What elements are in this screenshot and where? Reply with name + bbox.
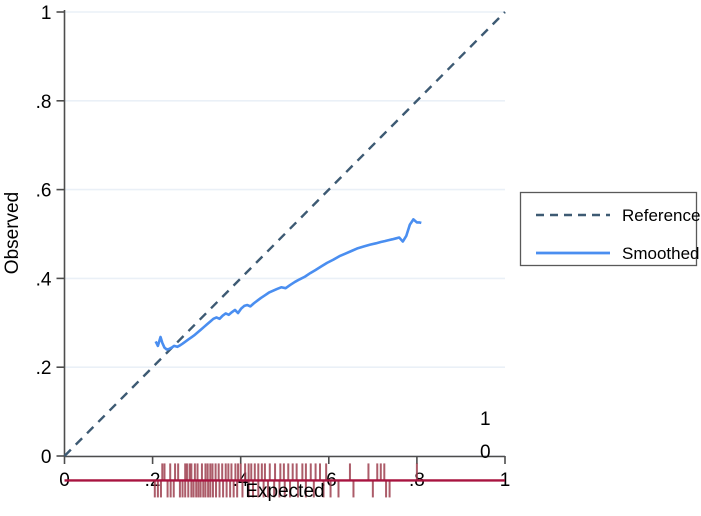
series-line-smoothed	[154, 218, 422, 351]
legend-items: Reference Smoothed	[536, 206, 700, 263]
y-axis-title: Observed	[2, 192, 23, 274]
y-tick-label: .6	[36, 181, 52, 202]
legend-label-smoothed: Smoothed	[622, 244, 700, 263]
outcome-rug-group	[64, 463, 505, 498]
y-axis-ticks: 0 .2 .4 .6 .8 1	[36, 3, 65, 468]
y-tick-label: .2	[36, 358, 52, 379]
series-line-reference	[63, 11, 506, 457]
rug-label-one: 1	[480, 409, 491, 430]
rug-label-zero: 0	[480, 442, 491, 463]
x-axis-title: Expected	[245, 481, 324, 502]
y-tick-label: 0	[41, 447, 52, 468]
data-series-group	[63, 11, 506, 457]
y-tick-label: 1	[41, 3, 52, 24]
legend-label-reference: Reference	[622, 206, 700, 225]
y-tick-label: .4	[36, 269, 52, 290]
y-tick-label: .8	[36, 92, 52, 113]
legend: Reference Smoothed	[519, 191, 700, 267]
